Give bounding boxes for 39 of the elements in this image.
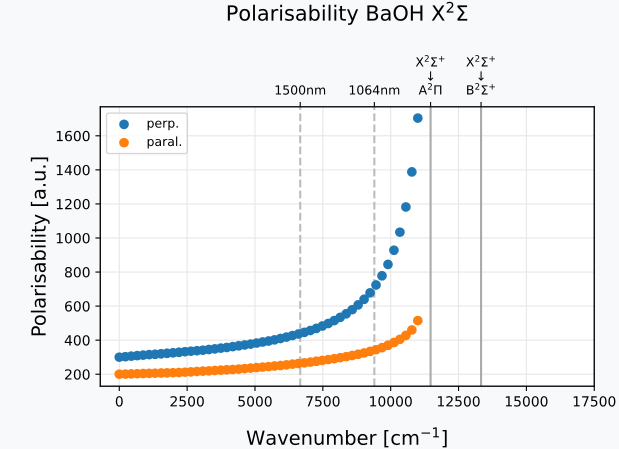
x-tick-label: 10000 xyxy=(370,396,412,407)
y-tick-label: 800 xyxy=(64,267,90,278)
x-axis-title: Wavenumber [cm$^{−1}$] xyxy=(246,427,447,448)
x-tick-label: 12500 xyxy=(438,396,480,407)
y-tick-label: 200 xyxy=(65,369,90,380)
x-tick-label: 0 xyxy=(116,396,123,407)
x-tick-label: 7500 xyxy=(306,396,340,407)
chart-title: Polarisability BaOH X$^{2}$Σ xyxy=(228,2,468,25)
point xyxy=(353,300,363,310)
text: X$^{2}$Σ$^{+}$ ↓ B$^{2}$Σ$^{+}$ xyxy=(466,55,495,94)
y-tick-label: 1600 xyxy=(56,130,90,142)
x-tick-label: 15000 xyxy=(506,396,548,407)
x-tick-label: 2500 xyxy=(170,396,204,407)
y-tick-label: 1000 xyxy=(56,232,90,244)
point xyxy=(359,294,369,304)
y-tick-label: 400 xyxy=(64,335,90,346)
legend-label: perp. xyxy=(148,120,178,130)
point xyxy=(395,227,405,238)
x-tick-label: 17500 xyxy=(574,396,616,407)
point xyxy=(371,280,381,290)
point xyxy=(383,260,393,270)
ref-line-label: 1500nm xyxy=(276,85,326,95)
point xyxy=(401,330,411,340)
x-tick-label: 5000 xyxy=(238,396,272,407)
text: X$^{2}$Σ$^{+}$ ↓ A$^{2}$Π xyxy=(416,55,444,94)
point xyxy=(406,167,417,177)
point xyxy=(377,270,387,281)
y-tick-label: 1200 xyxy=(56,198,90,210)
y-tick-label: 600 xyxy=(65,301,90,312)
point xyxy=(389,245,399,256)
point xyxy=(406,325,417,335)
point xyxy=(412,316,423,326)
ref-line-label: 1064nm xyxy=(350,85,400,95)
point xyxy=(412,113,423,123)
y-axis-title: Polarisability [a.u.] xyxy=(30,158,50,336)
point xyxy=(401,202,411,212)
y-tick-label: 1400 xyxy=(56,164,90,176)
point xyxy=(365,288,375,298)
legend-label: paral. xyxy=(148,136,182,149)
